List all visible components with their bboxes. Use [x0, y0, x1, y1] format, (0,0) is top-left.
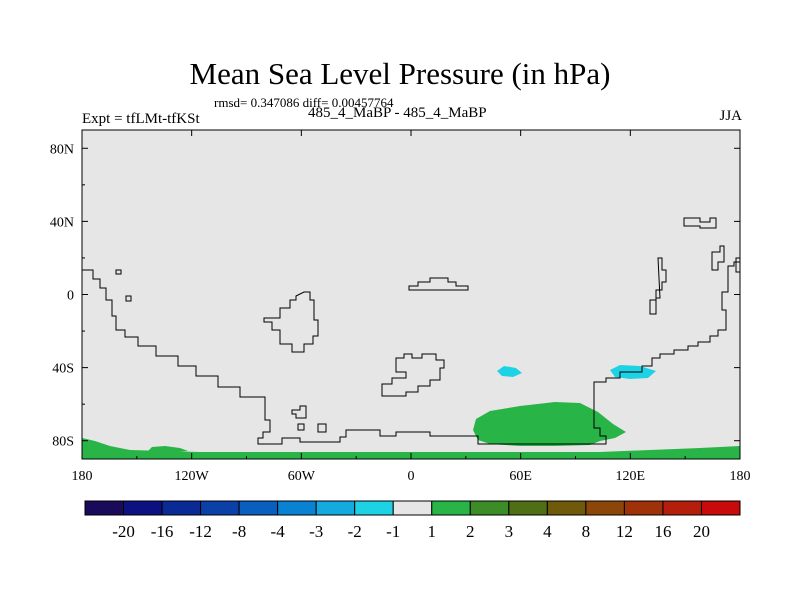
colorbar-label: -12 — [189, 522, 212, 541]
colorbar-swatch — [585, 500, 625, 516]
anomaly-negative-southern-indian — [497, 366, 522, 377]
colorbar-label: 3 — [505, 522, 514, 541]
x-tick-label: 120W — [175, 469, 210, 484]
colorbar-label: -4 — [271, 522, 286, 541]
colorbar-swatch — [84, 500, 125, 516]
colorbar-swatch — [161, 500, 202, 516]
y-tick-label: 0 — [67, 289, 74, 304]
colorbar-label: 20 — [693, 522, 710, 541]
colorbar-label: -3 — [309, 522, 323, 541]
colorbar-swatch — [469, 500, 510, 516]
coastline — [82, 217, 740, 445]
x-tick-label: 180 — [730, 469, 751, 484]
colorbar-swatch — [277, 500, 317, 516]
colorbar-label: 8 — [582, 522, 591, 541]
colorbar-swatch — [662, 500, 702, 516]
y-tick-label: 80S — [52, 435, 74, 450]
anomaly-patch-south-pacific — [148, 446, 188, 452]
colorbar-swatch — [508, 500, 548, 516]
anomaly-band-antarctic — [82, 438, 740, 459]
colorbar-label: -20 — [112, 522, 135, 541]
colorbar-swatch — [623, 500, 664, 516]
y-tick-label: 80N — [50, 142, 74, 157]
plot-area — [82, 130, 740, 459]
colorbar-swatch — [315, 500, 356, 516]
season-label: JJA — [719, 108, 742, 124]
experiment-label: Expt = tfLMt-tfKSt — [82, 111, 200, 127]
colorbar-swatch — [238, 500, 279, 516]
y-tick-label: 40S — [52, 362, 74, 377]
colorbar-swatch — [200, 500, 240, 516]
x-tick-label: 180 — [72, 469, 93, 484]
x-tick-label: 60E — [509, 469, 532, 484]
x-tick-label: 120E — [616, 469, 646, 484]
colorbar-label: -1 — [386, 522, 400, 541]
colorbar-label: 12 — [616, 522, 633, 541]
model-pair-label: 485_4_MaBP - 485_4_MaBP — [308, 105, 487, 121]
colorbar-swatch — [123, 500, 163, 516]
colorbar-label: 1 — [428, 522, 437, 541]
rmsd-diff-stats: rmsd= 0.347086 diff= 0.00457764 — [214, 95, 394, 110]
x-tick-label: 60W — [288, 469, 316, 484]
colorbar-swatch — [431, 500, 471, 516]
y-tick-label: 40N — [50, 215, 74, 230]
colorbar-swatch — [700, 500, 741, 516]
colorbar-label: -16 — [151, 522, 174, 541]
colorbar-label: 16 — [654, 522, 671, 541]
anomaly-region-indian-ocean — [473, 402, 626, 446]
x-tick-label: 0 — [408, 469, 415, 484]
colorbar-label: -8 — [232, 522, 246, 541]
colorbar-label: 2 — [466, 522, 475, 541]
chart-title: Mean Sea Level Pressure (in hPa) — [189, 56, 611, 91]
colorbar-label: 4 — [543, 522, 552, 541]
colorbar-swatch — [546, 500, 587, 516]
colorbar-label: -2 — [348, 522, 362, 541]
colorbar-swatch — [392, 500, 433, 516]
colorbar-swatch — [354, 500, 394, 516]
